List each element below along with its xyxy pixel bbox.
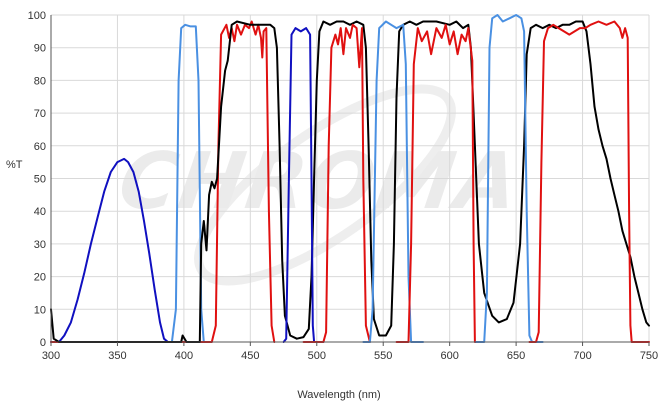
y-tick-label: 30 (34, 239, 46, 251)
x-tick-label: 350 (108, 350, 126, 362)
y-tick-label: 40 (34, 206, 46, 218)
watermark-logo: CHROMA (114, 84, 526, 286)
x-tick-label: 600 (440, 350, 458, 362)
gridlines (50, 14, 650, 343)
x-axis-label: Wavelength (nm) (297, 389, 380, 401)
y-tick-label: 60 (34, 141, 46, 153)
y-tick-label: 100 (28, 10, 46, 22)
series-line-6 (302, 23, 371, 343)
x-tick-label: 500 (308, 350, 326, 362)
y-tick-label: 10 (34, 304, 46, 316)
y-tick-label: 80 (34, 75, 46, 87)
series-line-9 (475, 14, 544, 343)
y-tick-label: 20 (34, 272, 46, 284)
tick-labels: 0 10 20 30 40 50 60 70 80 90 100 300 350 400 450 500 550… (28, 10, 659, 362)
series-line-2 (163, 23, 212, 343)
x-tick-label: 300 (42, 350, 60, 362)
series-layer (50, 14, 650, 343)
series-line-1 (50, 157, 212, 343)
axes (50, 15, 650, 346)
series-line-10 (528, 20, 650, 343)
y-axis-label: %T (6, 159, 23, 171)
y-tick-label: 90 (34, 43, 46, 55)
y-tick-label: 0 (40, 337, 46, 349)
series-line-8 (395, 23, 484, 343)
x-tick-label: 750 (640, 350, 658, 362)
x-tick-label: 400 (175, 350, 193, 362)
x-tick-label: 700 (573, 350, 591, 362)
series-line-5 (282, 27, 325, 343)
x-tick-label: 550 (374, 350, 392, 362)
y-tick-label: 70 (34, 108, 46, 120)
series-line-7 (362, 20, 425, 343)
series-line-3 (50, 20, 276, 343)
x-tick-label: 650 (507, 350, 525, 362)
x-tick-label: 450 (241, 350, 259, 362)
y-tick-label: 50 (34, 174, 46, 186)
watermark-text: CHROMA (114, 136, 526, 227)
